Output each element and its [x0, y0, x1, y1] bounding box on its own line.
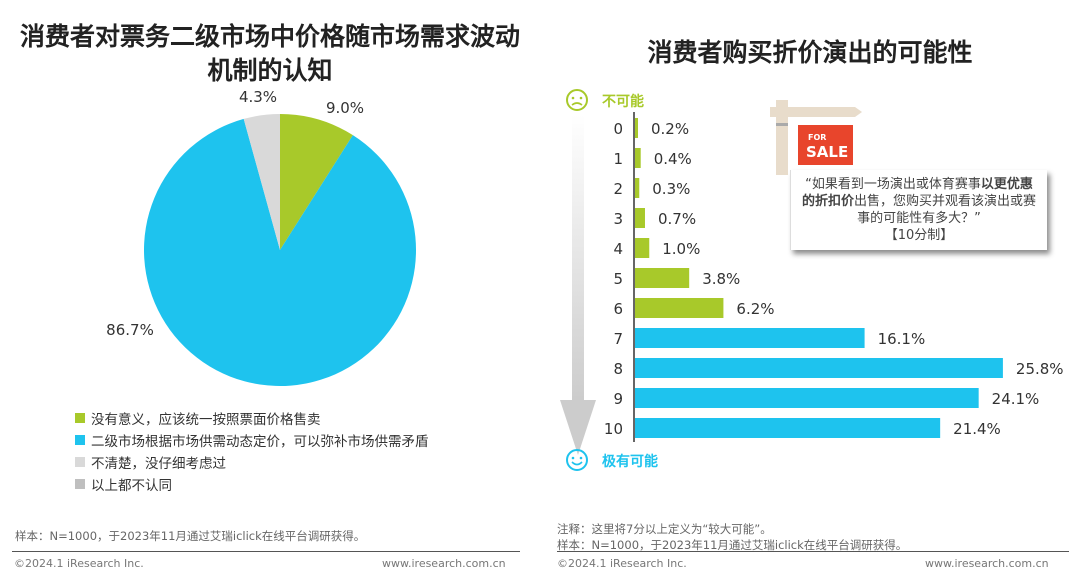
bar-chart: 0 0.2% 1 0.4% 2 0.3% 3 0.7% 4 1.0% 5 3.8% 6 6.2% 7 16.1… [604, 112, 1064, 442]
bar [635, 178, 640, 198]
category-label: 1 [613, 150, 623, 168]
value-label: 1.0% [662, 240, 700, 258]
category-label: 10 [604, 420, 623, 438]
copyright-right: ©2024.1 iResearch Inc. [557, 557, 687, 570]
sign-for: FOR [808, 133, 827, 142]
value-label: 25.8% [1016, 360, 1064, 378]
value-label: 0.7% [658, 210, 696, 228]
pie-slice [243, 114, 280, 250]
pie-title: 消费者对票务二级市场中价格随市场需求波动机制的认知 [20, 22, 521, 85]
right-note-2: 样本：N=1000，于2023年11月通过艾瑞iclick在线平台调研获得。 [557, 538, 908, 552]
category-label: 9 [613, 390, 623, 408]
value-label: 16.1% [878, 330, 926, 348]
website: www.iresearch.com.cn [382, 557, 506, 570]
bar [635, 208, 645, 228]
bar [635, 298, 724, 318]
category-label: 8 [613, 360, 623, 378]
survey-question: “如果看到一场演出或体育赛事以更优惠的折扣价出售，您购买并观看该演出或赛事的可能… [790, 170, 1047, 250]
left-note: 样本：N=1000，于2023年11月通过艾瑞iclick在线平台调研获得。 [15, 529, 366, 543]
sad-face-icon [566, 89, 588, 111]
sign-sale: SALE [806, 143, 849, 161]
divider [12, 551, 520, 552]
bottom-label: 极有可能 [602, 454, 658, 470]
bar [635, 388, 979, 408]
quote-bold: 以更优惠的折扣价 [801, 177, 1033, 209]
legend-label: 没有意义，应该统一按照票面价格售卖 [91, 412, 321, 428]
pie-slice-label: 86.7% [106, 321, 154, 339]
bar [635, 268, 690, 288]
divider-right [557, 551, 1069, 552]
value-label: 6.2% [736, 300, 774, 318]
top-label: 不可能 [602, 94, 644, 110]
bar [635, 418, 941, 438]
category-label: 4 [613, 240, 623, 258]
legend-item: 不清楚，没仔细考虑过 [75, 451, 429, 473]
for-sale-sign-icon [770, 100, 862, 175]
bar [635, 328, 865, 348]
category-label: 0 [613, 120, 623, 138]
legend-swatch [75, 457, 85, 467]
quote-text: “如果看到一场演出或体育赛事 [805, 177, 981, 192]
category-label: 7 [613, 330, 623, 348]
bar [635, 118, 638, 138]
category-label: 3 [613, 210, 623, 228]
legend-label: 二级市场根据市场供需动态定价，可以弥补市场供需矛盾 [91, 434, 429, 450]
value-label: 0.3% [652, 180, 690, 198]
website-right: www.iresearch.com.cn [925, 557, 1049, 570]
legend-item: 没有意义，应该统一按照票面价格售卖 [75, 407, 429, 429]
bar-title: 消费者购买折价演出的可能性 [647, 38, 973, 67]
bar [635, 238, 650, 258]
copyright: ©2024.1 iResearch Inc. [14, 557, 144, 570]
bar [635, 148, 641, 168]
down-arrow-icon [560, 115, 596, 455]
pie-slice-label: 4.3% [239, 88, 277, 106]
pie-slice-label: 9.0% [326, 99, 364, 117]
quote-scale: 【10分制】 [884, 228, 954, 243]
pie-slice [280, 114, 353, 250]
value-label: 0.4% [654, 150, 692, 168]
right-note-1: 注释：这里将7分以上定义为“较大可能”。 [557, 522, 772, 536]
legend-swatch [75, 479, 85, 489]
value-label: 3.8% [702, 270, 740, 288]
category-label: 5 [613, 270, 623, 288]
pie-slice [144, 118, 416, 387]
value-label: 21.4% [953, 420, 1001, 438]
quote-text-end: 出售，您购买并观看该演出或赛事的可能性有多大？” [854, 194, 1037, 226]
value-label: 24.1% [992, 390, 1040, 408]
legend-item: 二级市场根据市场供需动态定价，可以弥补市场供需矛盾 [75, 429, 429, 451]
legend-swatch [75, 413, 85, 423]
smile-face-icon [566, 449, 588, 471]
pie-legend: 没有意义，应该统一按照票面价格售卖二级市场根据市场供需动态定价，可以弥补市场供需… [75, 407, 429, 495]
category-label: 6 [613, 300, 623, 318]
value-label: 0.2% [651, 120, 689, 138]
legend-label: 以上都不认同 [91, 478, 172, 494]
pie-chart: 9.0% 86.7% 4.3% [106, 88, 416, 387]
bar [635, 358, 1003, 378]
legend-swatch [75, 435, 85, 445]
legend-label: 不清楚，没仔细考虑过 [91, 456, 226, 472]
legend-item: 以上都不认同 [75, 473, 429, 495]
category-label: 2 [613, 180, 623, 198]
